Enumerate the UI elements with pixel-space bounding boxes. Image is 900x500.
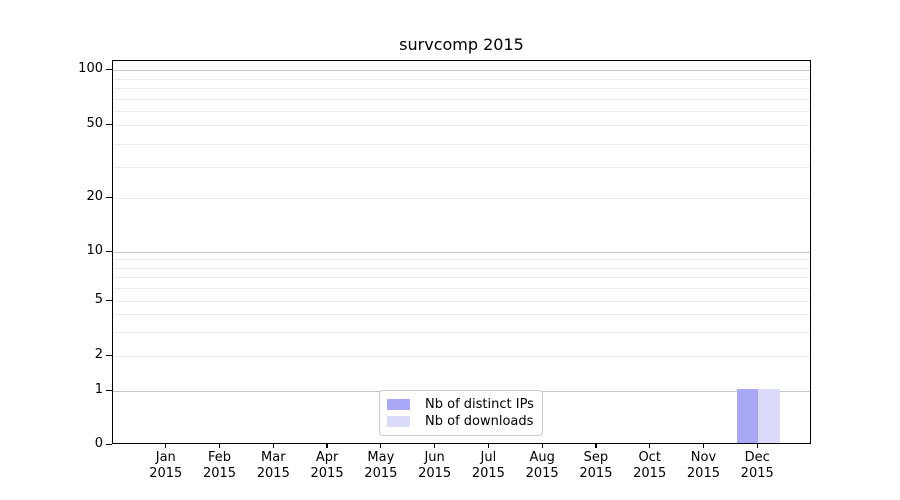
y-tick-mark — [106, 389, 112, 392]
gridline-minor — [113, 88, 810, 90]
x-tick-mark — [380, 444, 382, 448]
gridline-minor — [113, 143, 810, 145]
x-tick-label: May 2015 — [364, 450, 398, 481]
gridline-minor — [113, 125, 810, 127]
gridline-major — [113, 69, 810, 71]
legend-swatch — [387, 399, 410, 410]
x-tick-mark — [218, 444, 221, 448]
y-tick-label: 1 — [94, 381, 103, 397]
y-tick-label: 2 — [94, 347, 103, 363]
legend-label: Nb of downloads — [425, 414, 534, 429]
chart-title: survcomp 2015 — [399, 35, 524, 54]
y-tick-label: 10 — [86, 242, 103, 258]
y-tick-label: 0 — [94, 436, 103, 451]
x-tick-mark — [326, 444, 328, 448]
x-tick-label: Oct 2015 — [633, 450, 667, 481]
x-tick-label: Sep 2015 — [579, 450, 613, 481]
gridline-minor — [113, 167, 810, 168]
gridline-major — [113, 251, 810, 253]
gridline-minor — [113, 301, 810, 302]
y-tick-mark — [106, 300, 112, 302]
bar-downloads — [758, 388, 780, 443]
x-tick-mark — [595, 444, 597, 448]
gridline-minor — [113, 110, 810, 112]
x-tick-label: Jul 2015 — [471, 450, 505, 481]
x-tick-label: Apr 2015 — [310, 450, 344, 481]
bar-distinct-ips — [736, 388, 759, 443]
x-tick-mark — [487, 444, 489, 448]
x-tick-mark — [541, 444, 543, 448]
gridline-minor — [113, 331, 810, 333]
gridline-minor — [113, 287, 810, 289]
y-tick-mark — [106, 124, 112, 126]
legend: Nb of distinct IPs Nb of downloads — [379, 390, 543, 436]
legend-item: Nb of downloads — [387, 414, 536, 429]
gridline-minor — [113, 356, 810, 358]
legend-label: Nb of distinct IPs — [425, 397, 534, 412]
x-tick-label: Nov 2015 — [686, 450, 720, 481]
legend-item: Nb of distinct IPs — [387, 397, 536, 412]
gridline-minor — [113, 197, 810, 199]
x-tick-label: Mar 2015 — [256, 450, 290, 481]
y-tick-mark — [106, 68, 112, 71]
y-tick-mark — [106, 250, 112, 253]
gridline-minor — [113, 99, 810, 100]
gridline-minor — [113, 267, 810, 269]
x-tick-mark — [434, 444, 436, 448]
x-tick-mark — [756, 444, 758, 448]
x-tick-label: Aug 2015 — [525, 450, 559, 481]
x-tick-mark — [272, 444, 274, 448]
y-tick-label: 20 — [86, 188, 103, 204]
y-tick-mark — [106, 196, 112, 198]
plot-area: Nb of distinct IPs Nb of downloads — [112, 60, 811, 444]
y-tick-label: 5 — [94, 292, 103, 307]
x-tick-mark — [649, 444, 651, 448]
y-tick-label: 50 — [86, 116, 103, 132]
x-tick-mark — [165, 444, 167, 448]
x-tick-label: Jun 2015 — [418, 450, 452, 481]
legend-swatch — [387, 416, 410, 427]
x-tick-label: Dec 2015 — [740, 450, 774, 481]
y-tick-mark — [106, 444, 112, 446]
y-tick-mark — [106, 355, 112, 357]
gridline-minor — [113, 314, 810, 316]
x-tick-mark — [702, 444, 705, 448]
gridline-minor — [113, 79, 810, 80]
gridline-minor — [113, 259, 810, 261]
gridline-minor — [113, 277, 810, 279]
y-tick-label: 100 — [78, 60, 103, 76]
x-tick-label: Jan 2015 — [149, 450, 183, 481]
x-tick-label: Feb 2015 — [202, 450, 237, 481]
